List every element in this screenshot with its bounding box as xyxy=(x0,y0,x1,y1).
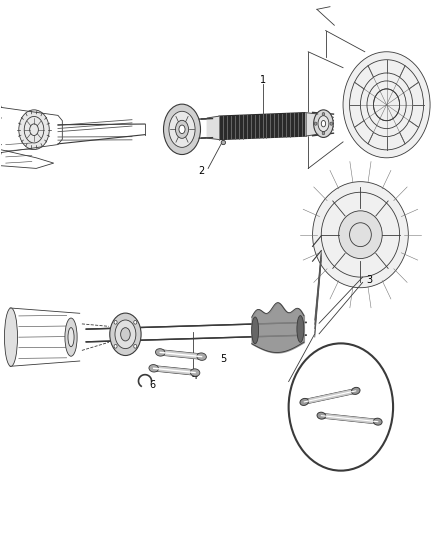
Ellipse shape xyxy=(114,320,117,324)
Ellipse shape xyxy=(120,328,130,341)
Ellipse shape xyxy=(114,344,117,348)
Text: 5: 5 xyxy=(220,354,226,364)
Ellipse shape xyxy=(252,317,258,344)
Ellipse shape xyxy=(221,140,226,144)
Ellipse shape xyxy=(149,365,159,372)
Ellipse shape xyxy=(318,116,329,132)
Ellipse shape xyxy=(65,318,77,356)
Ellipse shape xyxy=(163,104,201,155)
Ellipse shape xyxy=(179,125,185,134)
Text: 2: 2 xyxy=(198,166,205,176)
Ellipse shape xyxy=(115,320,136,349)
Ellipse shape xyxy=(321,120,325,127)
Ellipse shape xyxy=(313,182,408,288)
Text: 1: 1 xyxy=(259,75,265,85)
Ellipse shape xyxy=(4,308,18,366)
Ellipse shape xyxy=(317,412,326,419)
Polygon shape xyxy=(306,112,318,136)
Ellipse shape xyxy=(322,112,325,116)
Ellipse shape xyxy=(19,110,49,150)
Ellipse shape xyxy=(169,111,195,147)
Ellipse shape xyxy=(330,122,332,125)
Ellipse shape xyxy=(134,320,137,324)
Ellipse shape xyxy=(297,316,304,342)
Ellipse shape xyxy=(374,418,382,425)
Ellipse shape xyxy=(134,344,137,348)
Ellipse shape xyxy=(300,398,309,406)
Text: 4: 4 xyxy=(192,372,198,381)
Ellipse shape xyxy=(110,313,141,356)
Circle shape xyxy=(289,343,393,471)
Ellipse shape xyxy=(68,328,74,346)
Ellipse shape xyxy=(176,120,188,139)
Polygon shape xyxy=(201,116,289,138)
Polygon shape xyxy=(207,116,219,140)
Text: 3: 3 xyxy=(366,274,372,285)
Ellipse shape xyxy=(314,122,317,125)
Ellipse shape xyxy=(197,353,206,360)
Ellipse shape xyxy=(343,52,430,158)
Ellipse shape xyxy=(322,132,325,135)
Polygon shape xyxy=(219,112,306,140)
Text: 6: 6 xyxy=(150,379,156,390)
Ellipse shape xyxy=(339,211,382,259)
Ellipse shape xyxy=(190,369,200,376)
Ellipse shape xyxy=(314,110,333,138)
Ellipse shape xyxy=(351,387,360,394)
Ellipse shape xyxy=(155,349,165,356)
Polygon shape xyxy=(86,322,306,342)
